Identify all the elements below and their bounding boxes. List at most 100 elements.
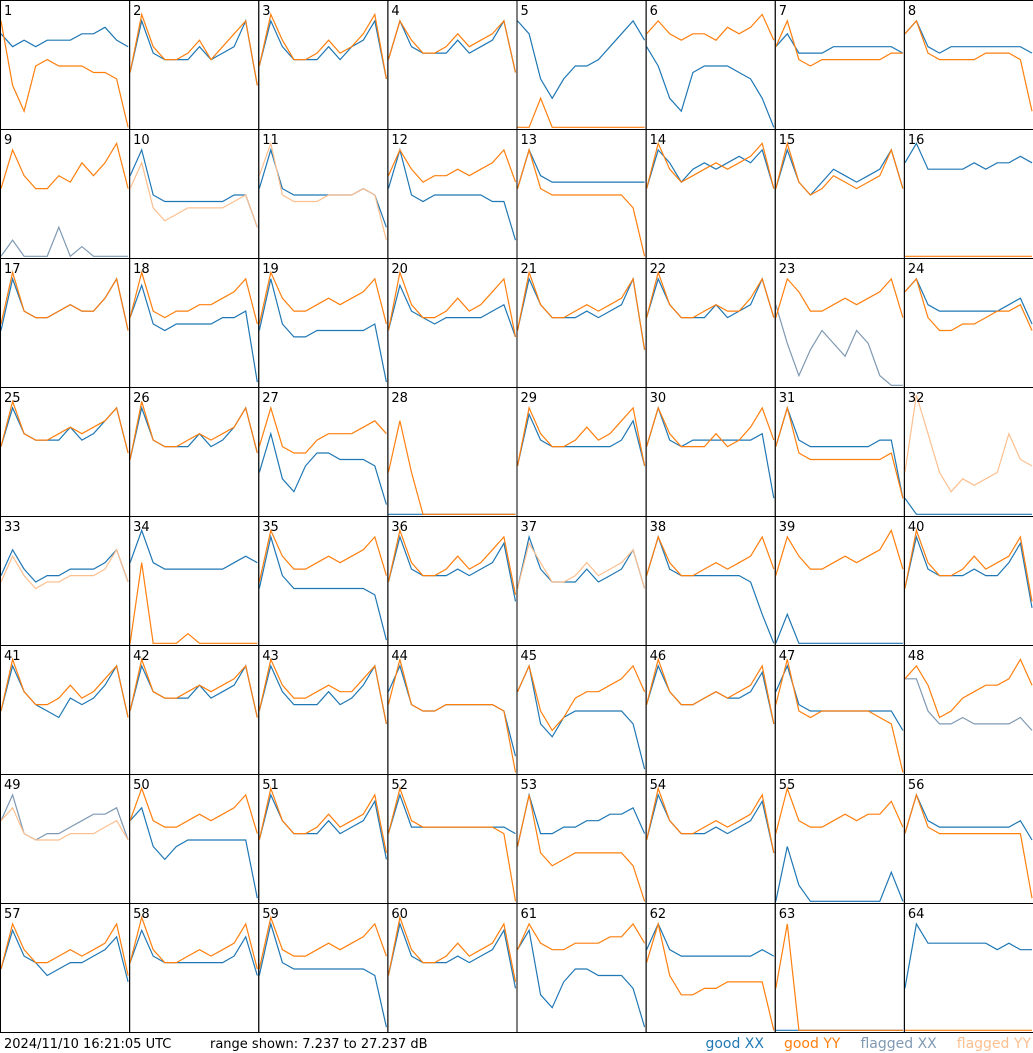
panel-plot: [0, 922, 129, 983]
panel-plot: [129, 657, 258, 718]
range-note: range shown: 7.237 to 27.237 dB: [210, 1037, 428, 1052]
spectrum-line: [646, 657, 775, 725]
panel-plot: [129, 915, 258, 976]
panel-frame: [129, 903, 260, 1033]
spectrum-line: [904, 277, 1033, 332]
panel-frame: [903, 0, 1033, 130]
panel-title: 40: [908, 520, 925, 535]
spectrum-line: [775, 405, 904, 499]
panel-frame: [645, 645, 776, 775]
panel-title: 35: [262, 520, 279, 535]
panel-frame: [903, 645, 1033, 775]
panel-frame: [774, 516, 905, 646]
spectrum-line: [775, 786, 904, 834]
panel-title: 16: [908, 133, 925, 148]
spectrum-line: [904, 792, 1033, 899]
panel-title: 58: [133, 907, 150, 922]
spectrum-line: [646, 921, 775, 1031]
panel-plot: [387, 19, 517, 73]
spectrum-line: [904, 528, 1033, 602]
panel-title: 34: [133, 520, 150, 535]
panel-frame: [903, 129, 1033, 259]
panel-title: 37: [521, 520, 538, 535]
spectrum-line: [775, 277, 904, 318]
panel-plot: [646, 921, 775, 1031]
panel-title: 42: [133, 649, 150, 664]
spectrum-line: [646, 148, 775, 189]
panel-plot: [0, 20, 129, 128]
panel-frame: [903, 258, 1033, 388]
panel-plot: [517, 19, 646, 128]
panel-plot: [904, 792, 1033, 899]
panel-frame: [258, 645, 389, 775]
panel-title: 64: [908, 907, 925, 922]
spectrum-line: [775, 923, 903, 1031]
panel-title: 47: [779, 649, 796, 664]
panel-title: 14: [650, 133, 667, 148]
spectrum-line: [516, 270, 646, 350]
spectrum-line: [129, 657, 258, 718]
panel-plot: [258, 270, 387, 383]
panel-title: 6: [650, 4, 658, 19]
panel-title: 19: [262, 262, 279, 277]
spectrum-line: [646, 922, 775, 957]
panel-plot: [646, 657, 775, 725]
spectrum-line: [0, 399, 129, 454]
spectrum-line: [0, 141, 129, 190]
panel-frame: [903, 387, 1033, 517]
spectrum-line: [387, 534, 517, 602]
spectrum-line: [904, 793, 1033, 841]
panel-title: 54: [650, 778, 667, 793]
panel-plot: [516, 270, 646, 350]
spectrum-line: [516, 534, 646, 589]
panel-title: 63: [779, 907, 796, 922]
panel-frame: [774, 387, 905, 517]
spectrum-line: [129, 806, 258, 899]
spectrum-line: [0, 225, 129, 258]
spectrum-line: [258, 921, 387, 1028]
panel-frame: [516, 387, 647, 517]
panel-frame: [516, 774, 647, 904]
panel-frame: [0, 903, 131, 1033]
panel-plot: [516, 792, 646, 902]
panel-title: 9: [4, 133, 12, 148]
panel-title: 24: [908, 262, 925, 277]
panel-frame: [129, 387, 260, 517]
panel-title: 7: [779, 4, 787, 19]
panel-plot: [258, 786, 387, 860]
spectrum-line: [646, 270, 775, 319]
panel-frame: [387, 516, 518, 646]
panel-frame: [387, 258, 518, 388]
panel-plot: [258, 405, 387, 505]
panel-title: 33: [4, 520, 21, 535]
panel-frame: [645, 129, 776, 259]
panel-frame: [258, 129, 389, 259]
panel-frame: [129, 258, 260, 388]
panel-title: 56: [908, 778, 925, 793]
panel-title: 49: [4, 778, 21, 793]
panel-plot: [646, 141, 775, 189]
panel-plot: [0, 548, 129, 590]
spectrum-line: [775, 528, 904, 576]
panel-plot: [387, 270, 517, 338]
panel-title: 2: [133, 4, 141, 19]
spectrum-line: [516, 794, 646, 902]
panel-frame: [258, 0, 389, 130]
panel-frame: [258, 774, 389, 904]
spectrum-line: [516, 922, 646, 951]
panel-title: 10: [133, 133, 150, 148]
spectrum-line: [387, 148, 517, 183]
panel-frame: [774, 645, 905, 775]
spectrum-line: [775, 304, 903, 386]
panel-frame: [258, 258, 389, 388]
spectrum-line: [129, 401, 258, 460]
spectrum-line: [904, 19, 1033, 54]
panel-title: 43: [262, 649, 279, 664]
panel-plot: [516, 663, 646, 770]
spectrum-line: [775, 147, 904, 196]
panel-plot: [129, 148, 258, 228]
spectrum-line: [387, 915, 517, 983]
panel-frame: [774, 0, 905, 130]
panel-title: 15: [779, 133, 796, 148]
panel-plot: [904, 922, 1032, 1031]
